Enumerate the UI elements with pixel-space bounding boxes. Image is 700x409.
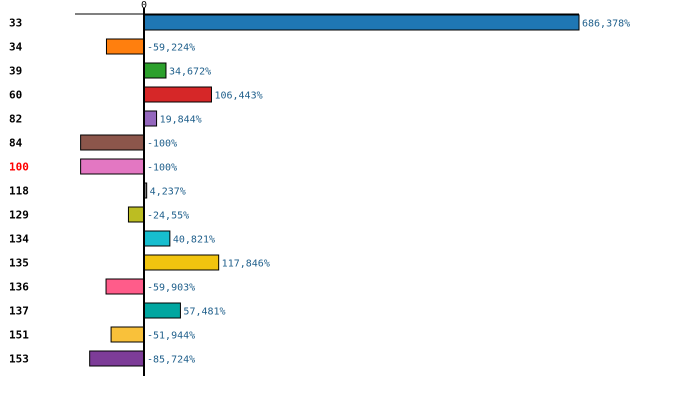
value-label-134: 40,821% — [173, 235, 215, 246]
bar-135 — [143, 254, 220, 271]
value-label-60: 106,443% — [214, 91, 262, 102]
value-label-129: -24,55% — [147, 211, 189, 222]
value-label-100: -100% — [147, 163, 177, 174]
bar-129 — [127, 206, 145, 223]
bar-84 — [80, 134, 145, 151]
x-tick-label-0: 0 — [141, 0, 147, 11]
category-label-84: 84 — [9, 137, 23, 150]
value-label-153: -85,724% — [147, 355, 195, 366]
value-label-33: 686,378% — [582, 19, 630, 30]
bar-100 — [80, 158, 145, 175]
value-label-136: -59,903% — [147, 283, 195, 294]
category-label-60: 60 — [9, 89, 22, 102]
bar-134 — [143, 230, 171, 247]
category-label-151: 151 — [9, 329, 29, 342]
value-label-39: 34,672% — [169, 67, 211, 78]
bar-153 — [89, 350, 145, 367]
category-label-153: 153 — [9, 353, 29, 366]
bar-60 — [143, 86, 212, 103]
bar-34 — [105, 38, 145, 55]
bar-137 — [143, 302, 181, 319]
bar-151 — [110, 326, 145, 343]
category-label-137: 137 — [9, 305, 29, 318]
value-label-137: 57,481% — [183, 307, 225, 318]
bar-136 — [105, 278, 145, 295]
category-label-118: 118 — [9, 185, 29, 198]
bar-39 — [143, 62, 167, 79]
category-label-33: 33 — [9, 17, 22, 30]
axes-layer: 0 — [75, 0, 579, 376]
category-label-82: 82 — [9, 113, 22, 126]
labels-layer: 33 686,378% 34 -59,224% 39 34,672% 60 106,443% 8… — [9, 17, 630, 366]
category-label-135: 135 — [9, 257, 29, 270]
category-label-129: 129 — [9, 209, 29, 222]
category-label-100: 100 — [9, 161, 29, 174]
bars-layer — [80, 14, 580, 367]
value-label-82: 19,844% — [160, 115, 202, 126]
value-label-135: 117,846% — [222, 259, 270, 270]
category-label-136: 136 — [9, 281, 29, 294]
value-label-151: -51,944% — [147, 331, 195, 342]
bar-82 — [143, 110, 158, 127]
category-label-34: 34 — [9, 41, 23, 54]
value-label-34: -59,224% — [147, 43, 195, 54]
category-label-39: 39 — [9, 65, 22, 78]
category-label-134: 134 — [9, 233, 29, 246]
value-label-84: -100% — [147, 139, 177, 150]
value-label-118: 4,237% — [150, 187, 186, 198]
bar-33 — [143, 14, 580, 31]
